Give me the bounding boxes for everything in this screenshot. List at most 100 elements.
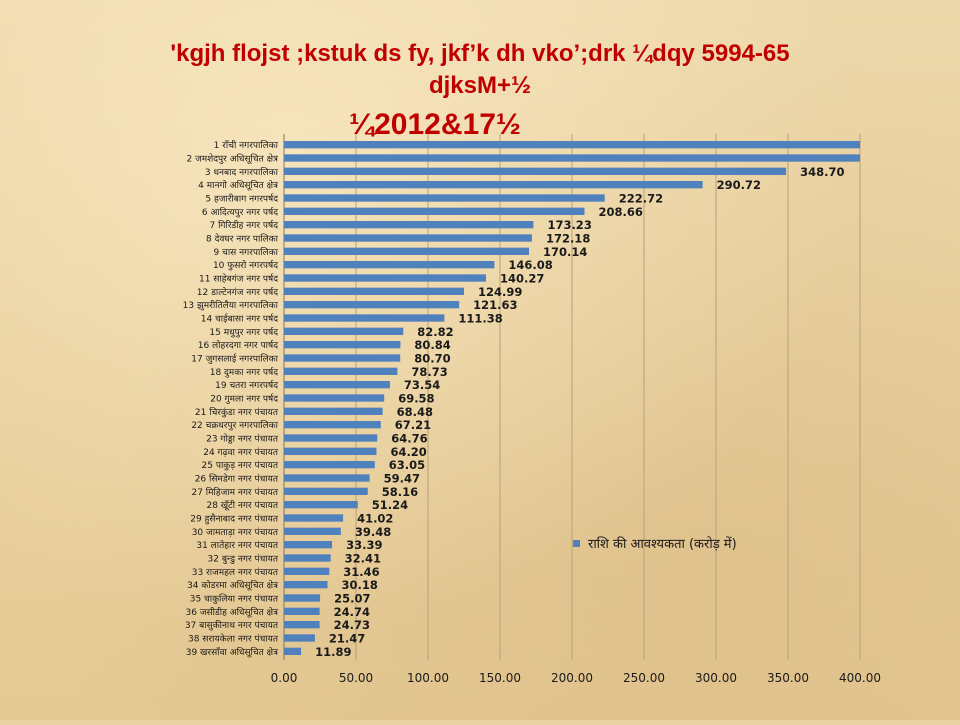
data-label: 33.39	[346, 538, 382, 552]
data-label: 63.05	[389, 458, 425, 472]
data-label: 68.48	[397, 405, 433, 419]
category-label: 19 चतरा नगरपर्षद	[215, 379, 278, 391]
bar	[284, 487, 368, 495]
bar	[284, 607, 320, 615]
category-label: 25 पाकुड़ नगर पंचायत	[202, 460, 279, 471]
bar	[284, 181, 703, 189]
bar	[284, 207, 585, 215]
legend-label: राशि की आवश्यकता (करोड़ में)	[588, 536, 737, 552]
category-label: 8 देवघर नगर पालिका	[206, 233, 279, 245]
data-label: 146.08	[508, 258, 552, 272]
data-label: 41.02	[357, 512, 393, 526]
category-label: 2 जमशेदपुर अधिसूचित क्षेत्र	[187, 153, 280, 165]
x-tick-label: 150.00	[479, 671, 521, 685]
bar	[284, 554, 331, 562]
bar	[284, 381, 390, 389]
data-label: 64.20	[390, 445, 426, 459]
category-label: 30 जामताड़ा नगर पंचायत	[192, 527, 279, 538]
x-tick-label: 400.00	[839, 671, 881, 685]
bar	[284, 647, 302, 655]
category-label: 13 झुमरीतिलैया नगरपालिका	[183, 299, 279, 311]
category-label: 34 कोडरमा अधिसूचित क्षेत्र	[187, 579, 279, 591]
bar	[284, 527, 341, 535]
category-label: 14 चाईबासा नगर पर्षद	[201, 313, 278, 325]
category-label: 33 राजमहल नगर पंचायत	[192, 567, 279, 578]
bar	[284, 634, 315, 642]
data-label: 58.16	[382, 485, 418, 499]
category-label: 11 साहेबगंज नगर पर्षद	[199, 273, 278, 285]
legend: राशि की आवश्यकता (करोड़ में)	[573, 536, 737, 552]
data-label: 140.27	[500, 272, 544, 286]
category-label: 6 आदित्यपुर नगर पर्षद	[202, 206, 278, 218]
bar	[284, 314, 445, 322]
bar	[284, 261, 495, 269]
title-line-2: djksM+½	[428, 72, 532, 99]
bar	[284, 167, 787, 175]
bar	[284, 234, 532, 242]
bar	[284, 327, 404, 335]
data-label: 32.41	[345, 552, 381, 566]
category-label: 9 चास नगरपालिका	[214, 246, 279, 258]
data-label: 24.74	[334, 605, 370, 619]
bar	[284, 407, 383, 415]
data-label: 121.63	[473, 298, 517, 312]
category-label: 32 बुन्डु नगर पंचायत	[208, 554, 279, 565]
category-label: 10 फुसरो नगरपर्षद	[213, 259, 278, 271]
bar	[284, 274, 486, 282]
data-label: 222.72	[619, 192, 663, 206]
bar	[284, 514, 344, 522]
category-label: 5 हजारीबाग नगरपर्षद	[205, 193, 278, 205]
data-label: 11.89	[315, 645, 351, 659]
category-label: 38 सरायकेला नगर पंचायत	[188, 633, 279, 645]
category-label: 18 दुमका नगर पर्षद	[210, 366, 278, 378]
category-label: 26 सिमडेगा नगर पंचायत	[195, 473, 279, 485]
bar	[284, 447, 377, 455]
bars	[284, 141, 860, 655]
category-labels: 1 राँची नगरपालिका 2 जमशेदपुर अधिसूचित क्ष…	[183, 139, 279, 658]
category-label: 12 डाल्टेनगंज नगर पर्षद	[197, 286, 278, 298]
bar	[284, 287, 464, 295]
bar	[284, 154, 860, 162]
data-label: 73.54	[404, 378, 440, 392]
bar	[284, 461, 375, 469]
slide-title: 'kgjh flojst ;kstuk ds fy, jkf’k dh vko’…	[0, 38, 960, 144]
bar	[284, 221, 534, 229]
x-tick-label: 100.00	[407, 671, 449, 685]
category-label: 3 धनबाद नगरपालिका	[205, 166, 279, 178]
x-tick-labels: 0.00 50.00 100.00 150.00 200.00 250.00 300.00 3…	[271, 671, 881, 685]
title-line-3: ¼2012&17½	[349, 108, 521, 141]
data-label: 21.47	[329, 632, 365, 646]
data-label: 39.48	[355, 525, 391, 539]
category-label: 31 लातेहार नगर पंचायत	[196, 539, 279, 551]
data-label: 348.70	[800, 165, 844, 179]
category-label: 37 बासुकीनाथ नगर पंचायत	[185, 619, 279, 631]
bar	[284, 247, 529, 255]
x-tick-label: 350.00	[767, 671, 809, 685]
x-tick-label: 0.00	[271, 671, 298, 685]
data-label: 124.99	[478, 285, 522, 299]
data-label: 30.18	[341, 578, 377, 592]
x-tick-label: 250.00	[623, 671, 665, 685]
data-label: 82.82	[417, 325, 453, 339]
data-label: 69.58	[398, 392, 434, 406]
category-label: 4 मानगो अधिसूचित क्षेत्र	[198, 179, 279, 191]
data-label: 80.70	[414, 352, 450, 366]
x-tick-label: 50.00	[339, 671, 373, 685]
category-label: 21 चिरकुंडा नगर पंचायत	[195, 406, 279, 418]
category-label: 23 गोड्डा नगर पंचायत	[206, 433, 279, 445]
data-label: 111.38	[458, 312, 502, 326]
bar	[284, 301, 460, 309]
category-label: 35 चाकुलिया नगर पंचायत	[190, 593, 279, 605]
data-label: 78.73	[411, 365, 447, 379]
data-label: 290.72	[717, 178, 761, 192]
category-label: 7 गिरिडीह नगर पर्षद	[210, 219, 279, 231]
data-label: 59.47	[384, 472, 420, 486]
bar	[284, 367, 398, 375]
bar	[284, 594, 321, 602]
data-label: 67.21	[395, 418, 431, 432]
bar	[284, 474, 370, 482]
bar	[284, 194, 605, 202]
category-label: 28 खूँटी नगर पंचायत	[206, 499, 278, 511]
bar	[284, 354, 401, 362]
